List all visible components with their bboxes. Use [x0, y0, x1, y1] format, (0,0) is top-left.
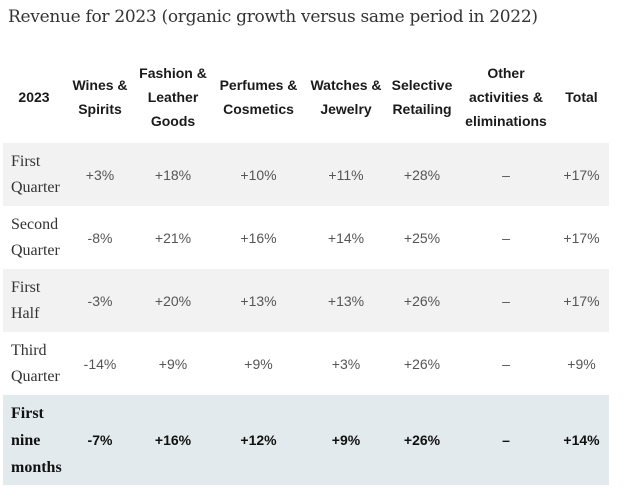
row-label: Second Quarter: [11, 215, 60, 259]
table-row-first-nine-months: First nine months -7% +16% +12% +9% +26%…: [3, 395, 609, 485]
column-header-total: Total: [565, 89, 598, 105]
header-row: 2023 Wines & Spirits Fashion & Leather G…: [3, 51, 609, 143]
table-row-third-quarter: Third Quarter -14% +9% +9% +3% +26% – +9…: [3, 332, 609, 395]
table-cell: +17%: [554, 143, 609, 206]
table-cell: +14%: [554, 395, 609, 485]
table-cell: +17%: [554, 269, 609, 332]
table-row-first-half: First Half -3% +20% +13% +13% +26% – +17…: [3, 269, 609, 332]
row-label: First nine months: [3, 395, 65, 485]
table-cell: +17%: [563, 229, 600, 246]
table-cell: -7%: [65, 395, 135, 485]
table-cell: +20%: [135, 269, 211, 332]
column-header-watches-jewelry: Watches & Jewelry: [310, 77, 382, 117]
table-cell: +3%: [65, 143, 135, 206]
table-cell: +9%: [567, 355, 596, 372]
table-cell: –: [502, 355, 510, 372]
table-cell: +26%: [386, 269, 458, 332]
revenue-table: 2023 Wines & Spirits Fashion & Leather G…: [3, 51, 609, 485]
table-cell: +11%: [306, 143, 386, 206]
table-cell: +12%: [211, 395, 306, 485]
table-cell: -8%: [87, 229, 113, 246]
table-cell: +13%: [306, 269, 386, 332]
row-label: First Quarter: [3, 143, 65, 206]
table-cell: +9%: [158, 355, 188, 372]
table-cell: +21%: [154, 229, 192, 246]
table-cell: +9%: [244, 355, 273, 372]
table-cell: –: [458, 395, 554, 485]
table-cell: +16%: [240, 229, 277, 246]
row-label: First Half: [3, 269, 65, 332]
table-cell: +16%: [135, 395, 211, 485]
column-header-selective-retailing: Selective Retailing: [391, 77, 453, 117]
column-header-wines-spirits: Wines & Spirits: [72, 77, 128, 117]
table-cell: –: [502, 229, 510, 246]
table-cell: +26%: [386, 395, 458, 485]
column-header-year: 2023: [18, 89, 50, 105]
table-row-second-quarter: Second Quarter -8% +21% +16% +14% +25% –…: [3, 206, 609, 269]
table-cell: +3%: [331, 355, 361, 372]
table-cell: +25%: [403, 229, 441, 246]
row-label: Third Quarter: [11, 341, 60, 385]
table-cell: +18%: [135, 143, 211, 206]
table-cell: +13%: [211, 269, 306, 332]
table-cell: –: [458, 143, 554, 206]
table-row-first-quarter: First Quarter +3% +18% +10% +11% +28% – …: [3, 143, 609, 206]
table-cell: -14%: [83, 355, 117, 372]
table-cell: +9%: [306, 395, 386, 485]
table-title: Revenue for 2023 (organic growth versus …: [8, 7, 538, 27]
table-cell: +28%: [386, 143, 458, 206]
column-header-other-activities: Other activities & eliminations: [465, 65, 547, 129]
table-cell: -3%: [65, 269, 135, 332]
table-cell: –: [458, 269, 554, 332]
table-cell: +10%: [211, 143, 306, 206]
table-cell: +26%: [403, 355, 441, 372]
table-cell: +14%: [327, 229, 365, 246]
column-header-fashion-leather: Fashion & Leather Goods: [139, 65, 207, 129]
column-header-perfumes-cosmetics: Perfumes & Cosmetics: [219, 77, 298, 117]
